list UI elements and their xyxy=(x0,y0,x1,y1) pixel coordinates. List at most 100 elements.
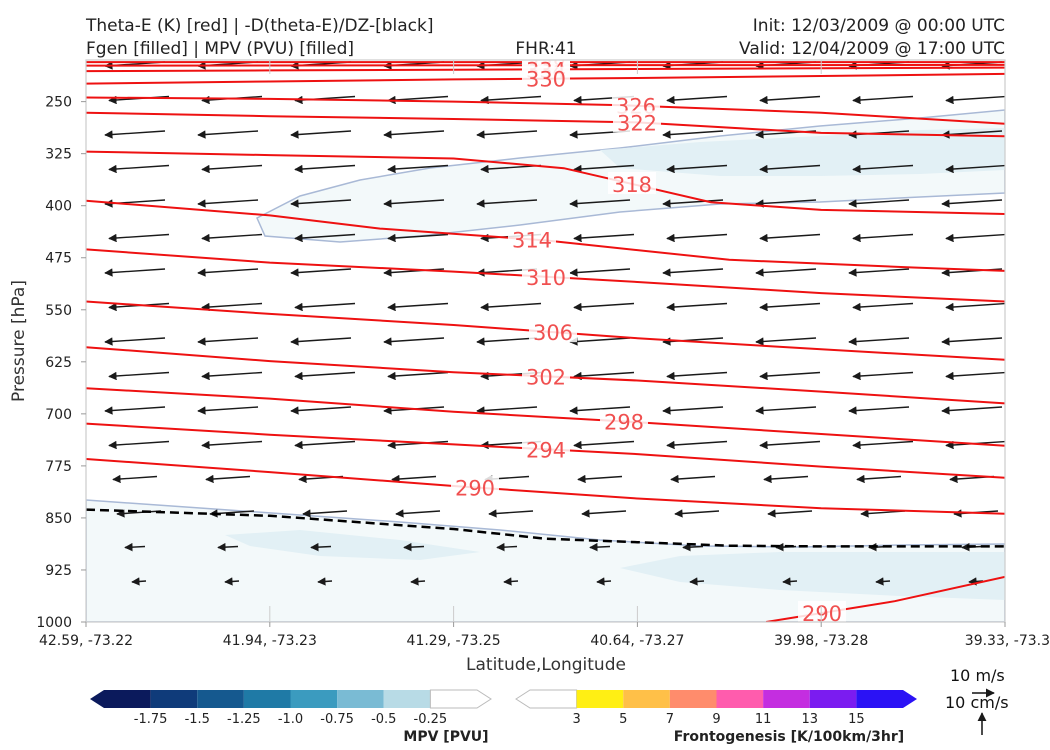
theta-e-line xyxy=(86,387,1005,447)
wind-arrow xyxy=(104,268,166,277)
theta-e-contours: 3423383343303263223183143103063022982942… xyxy=(86,60,1005,626)
wind-arrow xyxy=(201,164,263,174)
wind-arrow xyxy=(852,302,914,312)
x-tick-label: 41.94, -73.23 xyxy=(223,633,317,649)
wind-arrow xyxy=(852,440,914,450)
colorbar-swatch xyxy=(623,690,670,708)
colorbar-tick: -1.25 xyxy=(227,712,261,727)
wind-arrow xyxy=(666,95,728,105)
wind-arrow xyxy=(848,268,910,277)
y-tick-label: 925 xyxy=(45,563,72,579)
colorbar-tick: -0.75 xyxy=(320,712,354,727)
contour-label: 290 xyxy=(802,602,842,626)
valid-time: Valid: 12/04/2009 @ 17:00 UTC xyxy=(739,39,1005,59)
wind-arrow xyxy=(476,130,538,139)
wind-arrow xyxy=(383,199,445,208)
wind-arrow xyxy=(569,199,631,208)
wind-arrow xyxy=(755,337,817,346)
wind-arrow xyxy=(205,474,251,484)
wind-arrow xyxy=(662,199,724,208)
wind-arrow xyxy=(577,474,623,484)
y-tick-label: 325 xyxy=(45,147,72,163)
wind-arrow xyxy=(104,406,166,415)
colorbar-swatch xyxy=(337,690,384,708)
wind-arrow xyxy=(941,406,1003,415)
wind-arrow xyxy=(197,130,259,139)
plot-frame xyxy=(85,59,1006,623)
wind-arrow xyxy=(290,130,352,139)
wind-arrow xyxy=(290,268,352,277)
contour-label-bg xyxy=(798,600,846,622)
wind-arrow xyxy=(387,371,449,381)
wind-arrow xyxy=(391,474,437,484)
wind-arrow xyxy=(488,509,534,518)
wind-arrow xyxy=(666,440,728,450)
wind-arrow xyxy=(383,130,445,139)
wind-arrow xyxy=(759,95,821,105)
wind-arrow xyxy=(294,371,356,381)
wind-arrow xyxy=(945,164,1005,174)
wind-arrow xyxy=(682,542,704,552)
colorbar-swatch xyxy=(90,690,151,708)
mpv-fill-lower-inner1 xyxy=(225,530,480,560)
wind-arrow xyxy=(108,440,170,450)
mpv-fill-lower-inner2 xyxy=(620,552,1005,600)
wind-arrow xyxy=(197,199,259,208)
contour-label-bg xyxy=(522,364,570,387)
wind-arrow xyxy=(573,302,635,312)
contour-label-bg xyxy=(508,227,556,250)
wind-arrow xyxy=(383,337,445,346)
colorbar-swatch xyxy=(576,690,624,708)
colorbar-tick: -1.75 xyxy=(134,712,168,727)
wind-arrow xyxy=(302,509,348,518)
wind-arrow xyxy=(131,577,147,586)
colorbar-tick: 7 xyxy=(666,712,674,727)
wind-arrow xyxy=(480,302,542,312)
wind-arrow xyxy=(310,542,332,552)
wind-arrow xyxy=(290,199,352,208)
colorbar-tick: 5 xyxy=(619,712,627,727)
wind-arrow xyxy=(666,164,728,174)
chart-title-line1: Theta-E (K) [red] | -D(theta-E)/DZ-[blac… xyxy=(85,16,434,36)
wind-arrow xyxy=(662,406,724,415)
wind-arrow xyxy=(476,406,538,415)
colorbar-swatch xyxy=(716,690,764,708)
wind-arrow xyxy=(201,233,263,243)
wind-arrow xyxy=(852,95,914,105)
colorbar-fgen-label: Frontogenesis [K/100km/3hr] xyxy=(674,729,904,745)
wind-scale-key: 10 m/s 10 cm/s xyxy=(945,666,1009,735)
wind-arrow xyxy=(670,474,716,484)
wind-arrow xyxy=(124,542,146,552)
x-tick-label: 39.98, -73.28 xyxy=(774,633,868,649)
wind-arrow xyxy=(290,337,352,346)
contour-label: 322 xyxy=(617,111,657,135)
wind-arrow xyxy=(945,302,1005,312)
contour-label-bg xyxy=(529,320,577,343)
wind-arrow xyxy=(767,509,813,518)
stability-line xyxy=(86,508,1005,548)
contour-label: 314 xyxy=(512,228,552,252)
y-tick-label: 775 xyxy=(45,459,72,475)
contour-label: 318 xyxy=(612,173,652,197)
wind-arrow xyxy=(666,302,728,312)
wind-arrow xyxy=(941,199,1003,208)
y-tick-label: 625 xyxy=(45,355,72,371)
wind-arrow xyxy=(666,371,728,381)
contour-label-bg xyxy=(608,171,656,194)
wind-arrow xyxy=(387,164,449,174)
wind-arrow xyxy=(294,302,356,312)
theta-e-line xyxy=(86,111,1005,138)
wind-arrow xyxy=(759,233,821,243)
wind-arrow xyxy=(217,542,239,552)
wind-arrow xyxy=(848,199,910,208)
wind-arrow xyxy=(387,233,449,243)
y-axis-label: Pressure [hPa] xyxy=(9,280,29,402)
wind-scale-vertical: 10 cm/s xyxy=(945,693,1009,712)
wind-arrow xyxy=(503,577,519,586)
colorbar-swatch xyxy=(856,690,917,708)
colorbar-tick: 3 xyxy=(572,712,580,727)
contour-label-bg xyxy=(613,110,661,133)
colorbar-tick: -0.25 xyxy=(414,712,448,727)
wind-arrow xyxy=(573,233,635,243)
